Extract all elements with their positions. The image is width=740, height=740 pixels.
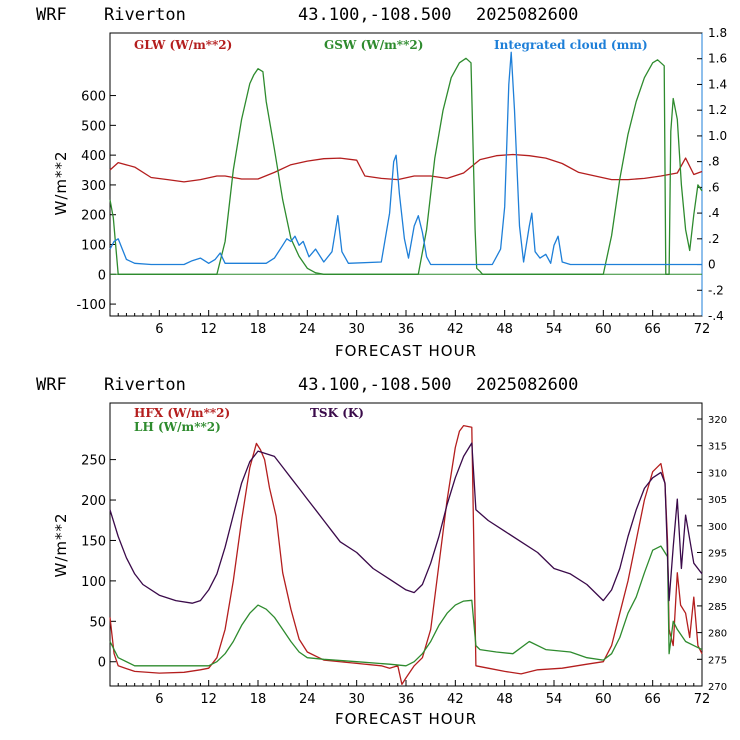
panel1-title-date: 2025082600 [476, 5, 578, 25]
y-tick-label: -100 [76, 298, 106, 313]
y-tick-label: 200 [81, 209, 106, 224]
y2-tick-label: 300 [708, 522, 727, 533]
y-tick-label: 150 [81, 534, 106, 549]
x-tick-label: 66 [644, 322, 661, 337]
legend-lh: LH (W/m**2) [134, 420, 221, 434]
y-tick-label: 0 [98, 268, 106, 283]
panel1-title-coords: 43.100,-108.500 [298, 5, 452, 25]
y-tick-label: 600 [81, 90, 106, 105]
x-tick-label: 36 [398, 692, 415, 707]
series-line-tsk [109, 442, 703, 604]
y-tick-label: 200 [81, 494, 106, 509]
y-tick-label: 0 [98, 656, 106, 671]
x-tick-label: 30 [348, 692, 365, 707]
y2-tick-label: -.4 [708, 309, 724, 323]
panel1-title-model: WRF [36, 5, 67, 25]
x-tick-label: 66 [644, 692, 661, 707]
y-tick-label: 100 [81, 239, 106, 254]
y-tick-label: 50 [89, 615, 106, 630]
x-tick-label: 24 [299, 692, 316, 707]
y2-tick-label: 275 [708, 655, 727, 666]
x-tick-label: 36 [398, 322, 415, 337]
x-tick-label: 18 [250, 692, 267, 707]
panel2-x-axis-label: FORECAST HOUR [335, 710, 477, 728]
panel1-series [109, 51, 703, 275]
series-line-gsw [109, 57, 703, 275]
x-tick-label: 72 [694, 692, 711, 707]
y2-tick-label: 320 [708, 415, 727, 426]
y2-tick-label: 295 [708, 549, 727, 560]
y2-tick-label: 305 [708, 495, 727, 506]
y2-tick-label: 290 [708, 575, 727, 586]
panel1-x-axis-label: FORECAST HOUR [335, 342, 477, 360]
y2-tick-label: 1.2 [708, 103, 727, 117]
y2-tick-label: 1.4 [708, 77, 727, 91]
panel2-title-date: 2025082600 [476, 375, 578, 395]
y-tick-label: 100 [81, 575, 106, 590]
y2-tick-label: 280 [708, 629, 727, 640]
x-tick-label: 12 [200, 692, 217, 707]
y2-tick-label: -.2 [708, 283, 724, 297]
x-tick-label: 60 [595, 692, 612, 707]
y2-tick-label: 1.8 [708, 26, 727, 40]
x-tick-label: 18 [250, 322, 267, 337]
x-tick-label: 30 [348, 322, 365, 337]
panel2-title-station: Riverton [104, 375, 186, 395]
y2-tick-label: .2 [708, 232, 719, 246]
legend-integrated-cloud: Integrated cloud (mm) [494, 38, 648, 52]
panel2-y2-ticks: 270 275 280 285 290 295 300 305 310 315 320 [697, 415, 727, 693]
legend-tsk: TSK (K) [310, 406, 364, 420]
x-tick-label: 6 [155, 692, 163, 707]
legend-hfx: HFX (W/m**2) [134, 406, 230, 420]
y2-tick-label: .8 [708, 155, 719, 169]
y2-tick-label: 1.6 [708, 52, 727, 66]
x-tick-label: 48 [496, 692, 513, 707]
y2-tick-label: .6 [708, 180, 719, 194]
panel2-series [109, 424, 703, 686]
x-tick-label: 42 [447, 322, 464, 337]
y-tick-label: 300 [81, 179, 106, 194]
x-tick-label: 60 [595, 322, 612, 337]
panel1-plot-frame [109, 32, 703, 317]
y2-tick-label: 315 [708, 442, 727, 453]
panel-radiation: WRF Riverton 43.100,-108.500 2025082600 … [36, 5, 727, 360]
y2-tick-label: 310 [708, 468, 727, 479]
x-tick-label: 42 [447, 692, 464, 707]
x-tick-label: 6 [155, 322, 163, 337]
panel2-plot-frame [109, 402, 703, 687]
legend-glw: GLW (W/m**2) [134, 38, 232, 52]
panel1-y-ticks: -100 0 100 200 300 400 500 600 [76, 90, 702, 313]
x-tick-label: 24 [299, 322, 316, 337]
y2-tick-label: 285 [708, 602, 727, 613]
y-tick-label: 250 [81, 454, 106, 469]
panel-fluxes: WRF Riverton 43.100,-108.500 2025082600 … [36, 375, 727, 728]
panel2-y-axis-label: W/m**2 [52, 512, 70, 577]
series-line-hfx [109, 424, 703, 686]
y2-tick-label: 0 [708, 258, 716, 272]
y2-tick-label: .4 [708, 206, 719, 220]
y2-tick-label: 270 [708, 682, 727, 693]
series-line-lh [109, 545, 703, 667]
panel2-x-ticks: 6 12 18 24 30 36 42 48 54 60 66 72 [117, 680, 711, 707]
legend-gsw: GSW (W/m**2) [324, 38, 423, 52]
x-tick-label: 12 [200, 322, 217, 337]
y-tick-label: 500 [81, 119, 106, 134]
x-tick-label: 72 [694, 322, 711, 337]
x-tick-label: 54 [546, 692, 563, 707]
x-tick-label: 54 [546, 322, 563, 337]
y-tick-label: 400 [81, 149, 106, 164]
panel2-y-ticks: 0 50 100 150 200 250 [81, 454, 116, 671]
panel2-title-coords: 43.100,-108.500 [298, 375, 452, 395]
panel1-title-station: Riverton [104, 5, 186, 25]
series-line-glw [109, 153, 703, 183]
series-line-integrated [109, 51, 702, 266]
panel2-title-model: WRF [36, 375, 67, 395]
panel1-y-axis-label: W/m**2 [52, 150, 70, 215]
y2-tick-label: 1.0 [708, 129, 727, 143]
panel1-x-ticks: 6 12 18 24 30 36 42 48 54 60 66 72 [117, 310, 711, 337]
panel1-y2-ticks: -.4 -.2 0 .2 .4 .6 .8 1.0 1.2 1.4 1.6 1.8 [697, 26, 727, 323]
x-tick-label: 48 [496, 322, 513, 337]
